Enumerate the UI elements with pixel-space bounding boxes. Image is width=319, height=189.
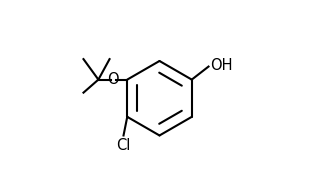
Text: O: O [108,72,119,87]
Text: Cl: Cl [116,138,131,153]
Text: OH: OH [210,58,233,73]
